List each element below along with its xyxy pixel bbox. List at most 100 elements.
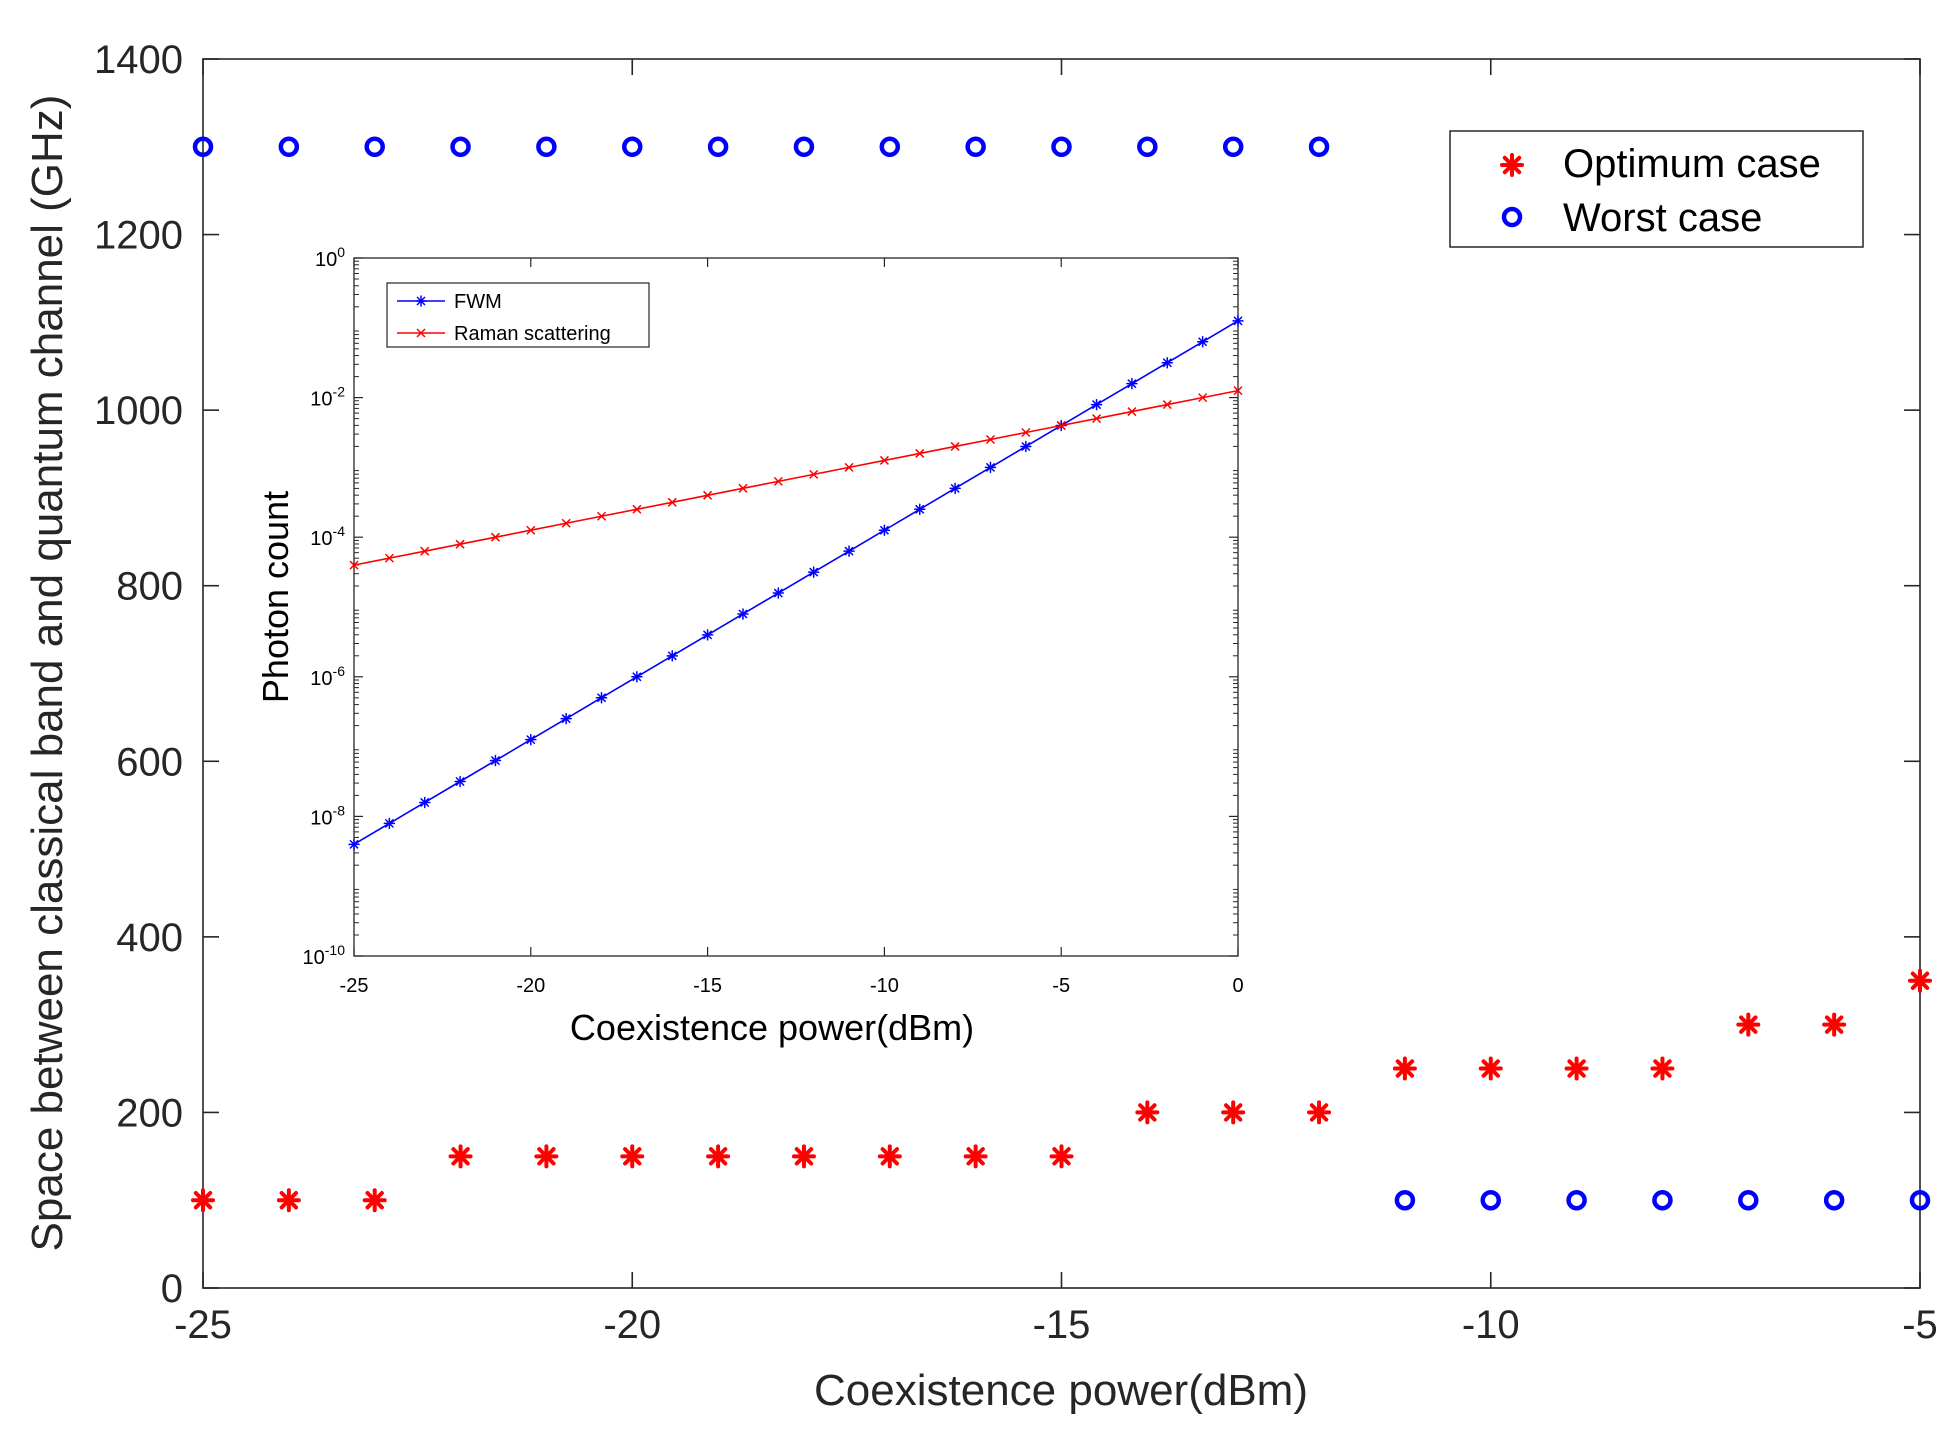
optimum-case-point	[448, 1144, 473, 1169]
raman-scattering-point	[950, 441, 960, 451]
worst-case-point	[879, 136, 901, 158]
fwm-point	[1232, 315, 1244, 327]
fwm-point	[418, 796, 431, 809]
main-series-layer	[191, 136, 1932, 1213]
inset-legend-marker-fwm	[397, 295, 445, 307]
worst-case-point	[965, 136, 986, 158]
inset-y-axis-label: Photon count	[255, 491, 296, 703]
inset-y-tick-label: 10-4	[310, 523, 345, 550]
optimum-case-point	[963, 1144, 988, 1169]
fwm-point	[454, 775, 466, 788]
worst-case-point	[450, 136, 471, 158]
worst-case-point	[536, 136, 557, 158]
raman-scattering-point	[632, 504, 642, 514]
optimum-case-point	[191, 1188, 215, 1213]
main-x-tick-label: -25	[174, 1303, 232, 1347]
main-x-axis-label: Coexistence power(dBm)	[814, 1366, 1308, 1415]
fwm-point	[631, 671, 643, 683]
inset-x-tick-label: -20	[516, 975, 545, 997]
raman-scattering-point	[703, 490, 713, 500]
main-y-tick-label: 800	[116, 565, 183, 609]
inset-plot-background	[354, 258, 1238, 956]
main-y-tick-label: 1000	[94, 389, 183, 433]
inset-plot: -25 -20 -15 -10 -5 010-1010-810-610-410-2100 …	[255, 244, 1244, 1048]
fwm-point	[666, 650, 678, 662]
raman-scattering-point	[738, 483, 748, 493]
worst-case-point	[1652, 1189, 1673, 1211]
optimum-case-point	[362, 1188, 387, 1213]
fwm-point	[1161, 356, 1174, 369]
fwm-point	[984, 461, 997, 474]
main-y-tick-label: 200	[116, 1091, 183, 1135]
inset-legend-box	[386, 282, 650, 348]
optimum-case-point	[1307, 1100, 1332, 1125]
raman-scattering-point	[384, 553, 394, 563]
legend-label-worst-case: Worst case	[1563, 196, 1762, 240]
legend-marker-optimum-case	[1500, 153, 1524, 177]
main-y-tick-label: 400	[116, 916, 183, 960]
worst-case-point	[1308, 136, 1330, 158]
optimum-case-point	[1650, 1056, 1675, 1081]
raman-scattering-point	[1162, 400, 1172, 410]
raman-scattering-point	[526, 525, 536, 535]
legend-circle-icon	[1501, 206, 1523, 228]
fwm-point	[772, 587, 785, 599]
raman-scattering-point	[1127, 407, 1137, 417]
worst-case-point	[793, 136, 815, 158]
optimum-case-point	[620, 1144, 645, 1169]
optimum-case-point	[706, 1144, 731, 1169]
fwm-line	[353, 320, 1239, 846]
optimum-case-point	[1564, 1056, 1589, 1081]
inset-x-tick-label: 0	[1232, 975, 1243, 997]
raman-scattering-line	[353, 389, 1239, 566]
optimum-case-point	[1392, 1056, 1417, 1081]
inset-legend-label-raman-scattering: Raman scattering	[454, 323, 611, 345]
worst-case-point	[1222, 136, 1244, 158]
raman-scattering-point	[455, 539, 465, 549]
fwm-point	[878, 524, 891, 536]
fwm-point	[348, 838, 360, 851]
inset-y-tick-label: 10-10	[303, 942, 346, 969]
inset-series-layer	[348, 315, 1244, 851]
inset-x-tick-label: -25	[340, 975, 369, 997]
main-plot: -25 -20 -15 -10 -50200400600800100012001400 …	[23, 38, 1938, 1415]
main-x-tick-label: -5	[1902, 1303, 1938, 1347]
worst-case-point	[192, 136, 214, 158]
optimum-case-point	[534, 1144, 559, 1169]
worst-case-point	[1566, 1189, 1587, 1211]
inset-legend-x-icon	[416, 328, 426, 338]
optimum-case-point	[1822, 1012, 1847, 1037]
fwm-point	[525, 733, 537, 746]
worst-case-point	[1480, 1189, 1501, 1211]
fwm-point	[914, 503, 926, 516]
worst-case-point	[364, 136, 385, 158]
inset-legend-label-fwm: FWM	[454, 291, 502, 313]
raman-scattering-point	[773, 476, 783, 486]
inset-legend-marker-raman-scattering	[397, 328, 445, 338]
inset-legend: FWM Raman scattering	[386, 282, 650, 348]
raman-scattering-point	[985, 434, 996, 445]
fwm-point	[1126, 377, 1138, 390]
fwm-point	[843, 545, 855, 557]
worst-case-point	[1137, 136, 1158, 158]
fwm-point	[701, 629, 714, 641]
main-legend: Optimum case Worst case	[1449, 130, 1864, 248]
raman-scattering-point	[490, 532, 500, 542]
worst-case-point	[1394, 1189, 1416, 1211]
main-y-tick-label: 600	[116, 740, 183, 784]
fwm-point	[1020, 440, 1032, 453]
main-x-tick-label: -20	[603, 1303, 661, 1347]
inset-x-tick-label: -10	[870, 975, 899, 997]
main-y-axis-label: Space between classical band and quantum…	[23, 95, 72, 1252]
optimum-case-point	[1736, 1012, 1761, 1037]
inset-plot-frame	[353, 257, 1239, 957]
fwm-point	[807, 566, 820, 578]
fwm-point	[489, 754, 502, 767]
raman-scattering-point	[809, 469, 819, 479]
optimum-case-point	[791, 1144, 816, 1169]
fwm-point	[560, 712, 572, 725]
inset-legend-asterisk-icon	[415, 295, 427, 307]
fwm-point	[595, 691, 608, 704]
